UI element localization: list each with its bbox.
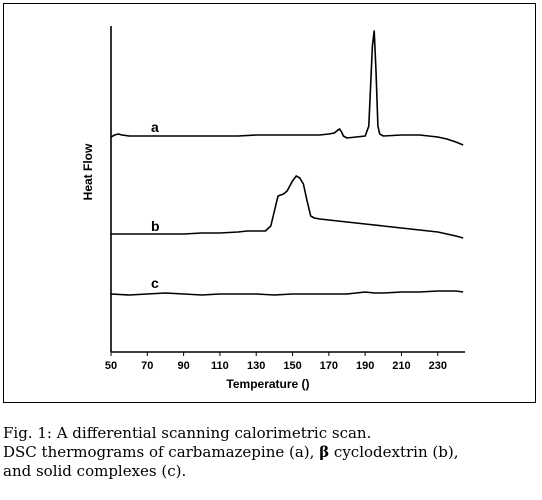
x-tick-label: 90 [177,360,189,372]
curve-label-b: b [151,218,160,234]
x-tick-label: 130 [247,360,265,372]
dsc-chart: 50 70 90 110 130 150 170 190 210 230 a b c Temperat… [81,26,465,391]
x-tick-label: 210 [392,360,410,372]
chart-axes [110,26,465,353]
x-tick-label: 70 [141,360,153,372]
beta-symbol: β [319,443,330,461]
curve-c [110,290,464,296]
figure-caption: Fig. 1: A differential scanning calorime… [3,424,539,481]
x-tick-label: 230 [429,360,447,372]
curve-a [110,30,464,146]
x-tick-label: 190 [356,360,374,372]
curve-label-a: a [151,119,159,135]
caption-line-3: and solid complexes (c). [3,462,187,480]
x-axis-ticks: 50 70 90 110 130 150 170 190 210 230 [105,352,447,372]
x-tick-label: 150 [283,360,301,372]
chart-curves [110,30,464,296]
curve-label-c: c [151,275,159,291]
figure-frame: 50 70 90 110 130 150 170 190 210 230 a b c Temperat… [3,3,536,403]
x-axis-label: Temperature () [226,377,309,391]
curve-labels: a b c [151,119,160,291]
caption-line-1: Fig. 1: A differential scanning calorime… [3,424,372,442]
y-axis-label: Heat Flow [81,143,95,200]
caption-line-2-end: cyclodextrin (b), [329,443,459,461]
caption-line-2-start: DSC thermograms of carbamazepine (a), [3,443,320,461]
curve-b [111,175,464,239]
caption-line-2: DSC thermograms of carbamazepine (a), β … [3,443,539,462]
x-tick-label: 170 [320,360,338,372]
x-tick-label: 50 [105,360,117,372]
x-tick-label: 110 [211,360,229,372]
